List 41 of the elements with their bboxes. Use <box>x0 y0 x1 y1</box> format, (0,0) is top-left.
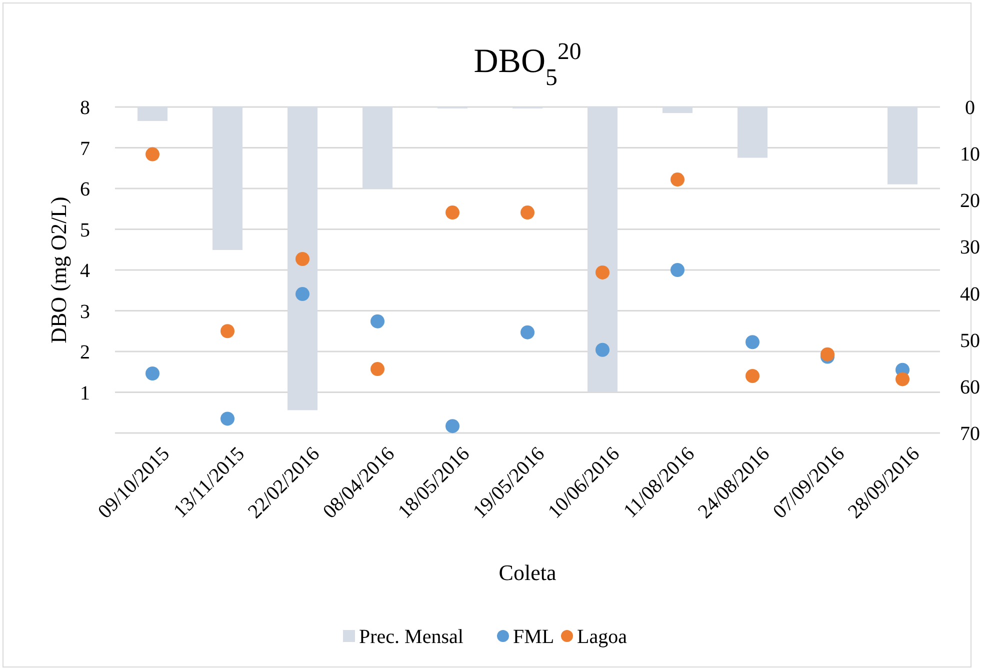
point <box>820 347 834 362</box>
point <box>746 335 760 350</box>
y2-tick-label: 10 <box>960 144 980 166</box>
point <box>146 147 160 162</box>
point <box>596 265 610 280</box>
y2-tick-label: 70 <box>960 423 980 445</box>
point <box>220 412 234 426</box>
point <box>520 206 534 220</box>
point <box>670 172 684 187</box>
legend-label: Lagoa <box>577 626 628 648</box>
y-tick-label: 1 <box>80 382 90 404</box>
point <box>746 368 760 383</box>
x-axis-title: Coleta <box>498 560 556 585</box>
legend-label: FML <box>513 626 554 648</box>
y2-tick-label: 30 <box>960 236 980 259</box>
y-tick-label: 3 <box>80 300 90 323</box>
point <box>296 287 310 302</box>
y-tick-label: 5 <box>80 219 90 242</box>
point <box>446 206 460 220</box>
point <box>670 263 684 277</box>
y-tick-label: 2 <box>80 342 90 364</box>
legend-label: Prec. Mensal <box>359 626 464 648</box>
point <box>896 372 910 386</box>
y2-tick-label: 40 <box>960 283 980 306</box>
point <box>370 362 384 376</box>
y2-tick-label: 0 <box>965 97 975 119</box>
y2-tick-label: 20 <box>960 190 980 212</box>
point <box>220 324 234 338</box>
y-axis-title: DBO (mg O2/L) <box>46 196 71 344</box>
y-tick-label: 8 <box>80 97 90 119</box>
point <box>520 325 534 340</box>
y-tick-label: 6 <box>80 178 90 200</box>
point <box>370 314 384 328</box>
point <box>446 419 460 434</box>
y2-tick-label: 50 <box>960 330 980 352</box>
y-tick-label: 7 <box>80 138 90 160</box>
y2-tick-label: 60 <box>960 376 980 398</box>
y-tick-label: 4 <box>80 260 90 282</box>
point <box>596 342 610 357</box>
point <box>146 366 160 381</box>
point <box>296 252 310 266</box>
